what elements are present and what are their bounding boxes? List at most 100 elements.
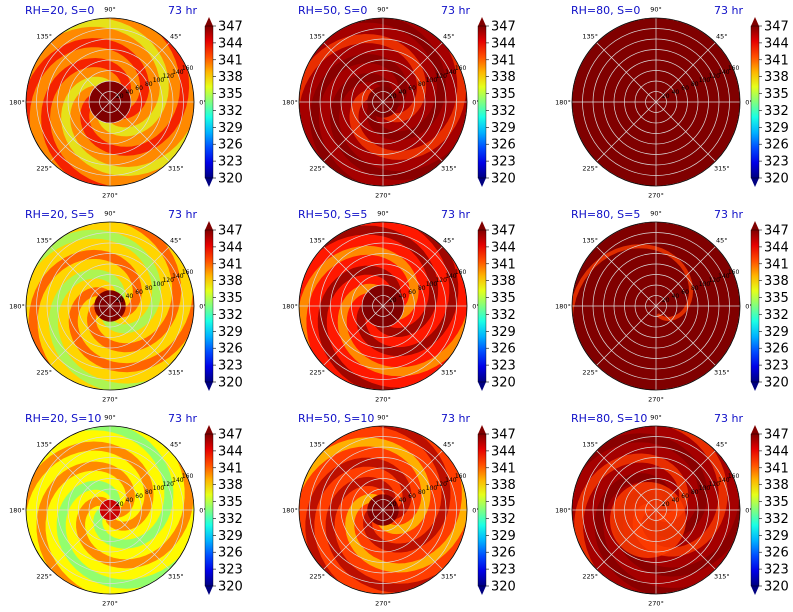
angle-tick-label: 45° xyxy=(443,441,455,449)
angle-tick-label: 270° xyxy=(102,600,118,608)
spiral-band xyxy=(46,18,169,137)
colorbar-tick-label: 344 xyxy=(764,444,789,459)
angular-gridline xyxy=(323,42,384,103)
colorbar-tick-label: 332 xyxy=(491,308,516,323)
angle-tick-label: 315° xyxy=(714,164,730,172)
angle-tick-label: 180° xyxy=(282,303,298,311)
colorbar-extend-max xyxy=(751,221,759,230)
spiral-band xyxy=(61,76,194,177)
colorbar-tick-label: 344 xyxy=(491,36,516,51)
angular-gridline xyxy=(50,101,111,162)
angle-tick-label: 90° xyxy=(377,414,389,422)
angle-tick-label: 180° xyxy=(9,507,25,515)
colorbar-tick-label: 332 xyxy=(764,308,789,323)
colorbar-tick-label: 344 xyxy=(218,36,243,51)
panel-time-label: 73 hr xyxy=(168,412,197,425)
colorbar-tick-label: 338 xyxy=(764,274,789,289)
colorbar-tick-label: 332 xyxy=(218,104,243,119)
angle-tick-label: 135° xyxy=(309,441,325,449)
radial-tick-label: 80 xyxy=(418,81,426,88)
angle-tick-label: 225° xyxy=(582,572,598,580)
radial-tick-label: 60 xyxy=(135,493,143,500)
colorbar-tick-label: 347 xyxy=(764,428,789,443)
angle-tick-label: 315° xyxy=(441,572,457,580)
radial-tick-label: 20 xyxy=(662,93,670,100)
angle-tick-label: 135° xyxy=(309,237,325,245)
radial-tick-label: 60 xyxy=(135,85,143,92)
colorbar-tick-label: 344 xyxy=(218,444,243,459)
angle-tick-label: 225° xyxy=(582,164,598,172)
colorbar-tick-label: 335 xyxy=(764,87,789,102)
angle-tick-label: 135° xyxy=(309,33,325,41)
angle-tick-label: 45° xyxy=(716,237,728,245)
colorbar-tick-label: 320 xyxy=(764,376,789,391)
radial-tick-label: 80 xyxy=(145,285,153,292)
panel-time-label: 73 hr xyxy=(168,208,197,221)
colorbar-tick-label: 320 xyxy=(764,580,789,595)
spiral-band xyxy=(76,444,194,569)
radial-tick-label: 40 xyxy=(399,89,407,96)
spiral-band xyxy=(67,426,174,549)
radial-tick-label: 20 xyxy=(662,297,670,304)
radial-tick-label: 100 xyxy=(153,281,165,288)
radial-tick-label: 140 xyxy=(718,69,730,76)
colorbar-tick-label: 341 xyxy=(218,53,243,68)
angle-tick-label: 45° xyxy=(443,237,455,245)
angle-tick-label: 315° xyxy=(168,368,184,376)
polar-panel: RH=80, S=5 73 hr 20 40 60 80 100 120 140 160 0° 45°… xyxy=(548,204,793,408)
angular-gridline xyxy=(109,305,170,366)
angle-tick-label: 0° xyxy=(199,303,206,311)
angle-tick-label: 90° xyxy=(650,414,662,422)
radial-tick-label: 140 xyxy=(172,273,184,280)
radial-tick-label: 40 xyxy=(672,497,680,504)
colorbar-tick-label: 332 xyxy=(491,104,516,119)
colorbar-tick-label: 347 xyxy=(764,224,789,239)
polar-outline xyxy=(25,17,195,187)
colorbar-tick-label: 338 xyxy=(491,478,516,493)
polar-panel: RH=20, S=10 73 hr 20 40 60 80 100 120 140 160 0° 45… xyxy=(2,408,266,612)
spiral-band xyxy=(572,244,694,341)
colorbar-tick-label: 338 xyxy=(764,478,789,493)
colorbar-tick-label: 341 xyxy=(218,257,243,272)
angle-tick-label: 180° xyxy=(9,99,25,107)
radial-tick-label: 160 xyxy=(182,473,194,480)
radial-tick-label: 20 xyxy=(389,501,397,508)
radial-tick-label: 100 xyxy=(426,485,438,492)
radial-tick-label: 40 xyxy=(126,497,134,504)
colorbar-tick-label: 338 xyxy=(491,70,516,85)
angular-gridline xyxy=(50,246,111,307)
angle-tick-label: 225° xyxy=(582,368,598,376)
angular-gridline xyxy=(323,305,384,366)
radial-tick-label: 20 xyxy=(116,93,124,100)
angular-gridline xyxy=(50,42,111,103)
colorbar-tick-label: 335 xyxy=(764,495,789,510)
spiral-band xyxy=(305,225,439,338)
angular-gridline xyxy=(50,450,111,511)
angle-tick-label: 90° xyxy=(650,210,662,218)
radial-tick-label: 100 xyxy=(153,485,165,492)
spiral-band xyxy=(317,265,416,390)
colorbar-tick-label: 320 xyxy=(491,580,516,595)
angle-tick-label: 180° xyxy=(282,507,298,515)
colorbar xyxy=(750,25,760,179)
radial-tick-label: 40 xyxy=(672,89,680,96)
polar-outline xyxy=(25,425,195,595)
colorbar-tick-label: 323 xyxy=(491,155,516,170)
radial-tick-label: 80 xyxy=(145,81,153,88)
radial-tick-label: 20 xyxy=(662,501,670,508)
polar-panel: RH=50, S=5 73 hr 20 40 60 80 100 120 140 160 0° 45°… xyxy=(275,204,539,408)
angular-gridline xyxy=(382,42,443,103)
colorbar-extend-min xyxy=(751,382,759,391)
panel-time-label: 73 hr xyxy=(714,208,743,221)
colorbar-tick-label: 326 xyxy=(491,342,516,357)
colorbar-tick-label: 341 xyxy=(764,461,789,476)
angle-tick-label: 45° xyxy=(443,33,455,41)
angle-tick-label: 180° xyxy=(555,303,571,311)
angular-gridline xyxy=(382,246,443,307)
spiral-band xyxy=(305,457,412,594)
colorbar-extend-min xyxy=(205,586,213,595)
radial-tick-label: 140 xyxy=(718,273,730,280)
